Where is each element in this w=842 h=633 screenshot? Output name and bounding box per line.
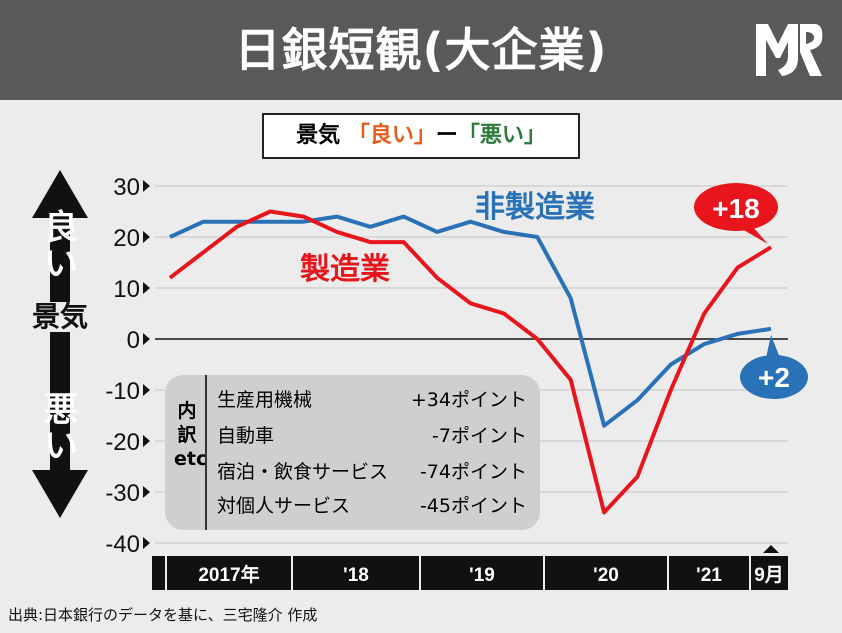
breakdown-value: -45ポイント [419, 495, 527, 517]
year-label: 9月 [754, 565, 784, 586]
callout-bubble-manufacturing [694, 183, 778, 231]
brand-logo [756, 24, 823, 76]
y-tick-label: 10 [113, 276, 140, 303]
tick-marker-icon [143, 282, 150, 294]
legend-prefix: 景気 [296, 123, 341, 148]
legend-bad: 「悪い」 [457, 123, 546, 148]
double-arrow-icon [32, 170, 88, 518]
year-label: '18 [343, 565, 369, 586]
side-label-good: 良い [44, 208, 78, 284]
legend-box: 景気 「良い」ー「悪い」 [262, 113, 580, 159]
callout-bubble-non-manufacturing [740, 355, 808, 399]
header-bar: 日銀短観(大企業) [0, 0, 842, 100]
y-tick-label: -30 [105, 480, 140, 507]
year-label: '20 [593, 565, 619, 586]
year-label: '19 [469, 565, 495, 586]
tick-marker-icon [143, 486, 150, 498]
source-note: 出典:日本銀行のデータを基に、三宅隆介 作成 [8, 606, 318, 624]
tick-marker-icon [143, 333, 150, 345]
breakdown-value: -74ポイント [419, 461, 527, 483]
breakdown-value: +34ポイント [410, 389, 527, 411]
series-line-0 [168, 209, 773, 515]
breakdown-value: -7ポイント [432, 425, 527, 447]
year-label: 2017年 [198, 563, 259, 586]
up-marker-icon [763, 545, 779, 553]
year-label: '21 [696, 565, 722, 586]
breakdown-label: 内訳etc [174, 400, 208, 470]
y-tick-label: -20 [105, 429, 140, 456]
legend-good: 「良い」 [347, 123, 436, 148]
breakdown-row: 対個人サービス -45ポイント [217, 491, 527, 523]
breakdown-row: 生産用機械 +34ポイント [217, 385, 527, 417]
series-label-non-manufacturing: 非製造業 [475, 191, 595, 224]
end-label-non-manufacturing: +2 [758, 362, 790, 393]
breakdown-panel: 内訳etc 生産用機械 +34ポイント 自動車 -7ポイント 宿泊・飲食サービス… [165, 375, 540, 530]
breakdown-row: 宿泊・飲食サービス -74ポイント [217, 457, 527, 489]
year-axis-bar [152, 556, 788, 590]
breakdown-divider [205, 375, 207, 530]
page-title: 日銀短観(大企業) [234, 23, 608, 77]
tick-marker-icon [143, 537, 150, 549]
tick-marker-icon [143, 384, 150, 396]
y-tick-label: -10 [105, 378, 140, 405]
y-tick-label: 20 [113, 225, 140, 252]
y-tick-label: -40 [105, 531, 140, 558]
tick-marker-icon [143, 435, 150, 447]
breakdown-name: 対個人サービス [217, 495, 351, 517]
side-label-mid: 景気 [30, 300, 90, 333]
breakdown-name: 生産用機械 [217, 389, 313, 411]
y-tick-label: 30 [113, 174, 140, 201]
legend-dash: ー [435, 123, 458, 148]
series-label-manufacturing: 製造業 [300, 253, 390, 286]
callout-tail-manufacturing [740, 226, 768, 244]
y-tick-label: 0 [127, 327, 140, 354]
end-label-manufacturing: +18 [712, 193, 760, 224]
series-line-1 [169, 214, 772, 428]
tick-marker-icon [143, 180, 150, 192]
side-label-bad: 悪い [44, 390, 78, 466]
tick-marker-icon [143, 231, 150, 243]
breakdown-row: 自動車 -7ポイント [217, 421, 527, 453]
breakdown-name: 自動車 [217, 425, 275, 447]
callout-tail-non-manufacturing [766, 335, 780, 358]
breakdown-name: 宿泊・飲食サービス [217, 461, 389, 483]
